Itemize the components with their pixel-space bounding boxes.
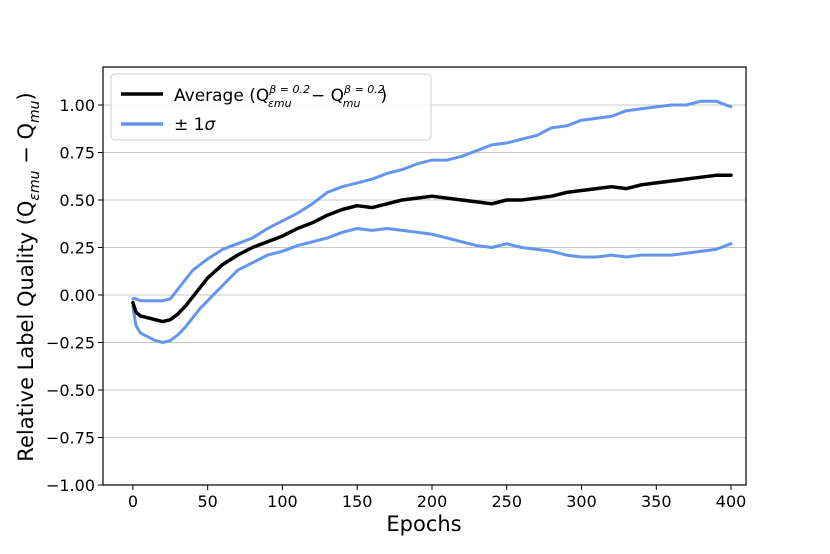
- x-tick-label: 250: [491, 492, 522, 511]
- x-tick-label: 0: [128, 492, 138, 511]
- y-axis-title: Relative Label Quality (Qεmu − Qmu): [14, 92, 43, 461]
- series-upper-band-line: [131, 99, 733, 303]
- x-tick-label: 350: [641, 492, 672, 511]
- legend-box: [110, 73, 432, 141]
- x-tick-label: 50: [197, 492, 217, 511]
- x-axis-title: Epochs: [386, 512, 461, 536]
- x-tick-label: 200: [417, 492, 448, 511]
- legend: Average (Qβ = 0.2 εmu − Qβ = 0.2 mu) ± 1σ: [110, 73, 432, 141]
- ticks: −1.00 −0.75 −0.50 −0.25 0.00 0.25 0.50 0.75 1.00…: [46, 96, 746, 511]
- legend-average-label: Average (Qβ = 0.2 εmu − Qβ = 0.2 mu): [174, 83, 387, 110]
- y-tick-label: 0.25: [59, 239, 95, 258]
- x-tick-label: 100: [267, 492, 298, 511]
- y-tick-label: 0.00: [59, 286, 95, 305]
- legend-band-label: ± 1σ: [174, 115, 216, 135]
- x-tick-label: 400: [716, 492, 747, 511]
- y-tick-label: −0.25: [46, 334, 95, 353]
- y-tick-label: 0.75: [59, 144, 95, 163]
- x-tick-label: 300: [566, 492, 597, 511]
- y-tick-label: −0.75: [46, 429, 95, 448]
- y-tick-label: −1.00: [46, 476, 95, 495]
- series-layer: [131, 99, 733, 344]
- y-tick-label: −0.50: [46, 381, 95, 400]
- y-tick-label: 1.00: [59, 96, 95, 115]
- y-tick-label: 0.50: [59, 191, 95, 210]
- series-lower-band-line: [131, 227, 733, 344]
- plot-frame: [102, 66, 747, 486]
- x-tick-label: 150: [342, 492, 373, 511]
- series-average-line: [131, 173, 733, 324]
